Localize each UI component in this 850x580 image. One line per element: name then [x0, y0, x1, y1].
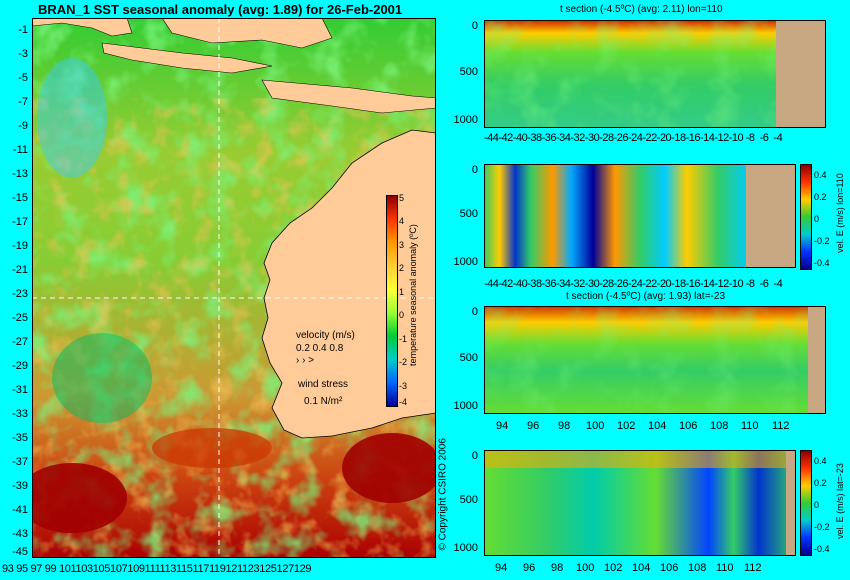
wind-stress-label: wind stress — [297, 379, 348, 390]
vel-colorbar-1-label: vel. E (m/s) lon=110 — [835, 173, 845, 253]
velocity-arrows: › › > — [296, 355, 314, 366]
cool-anomaly-west — [52, 333, 152, 423]
panel1-y-ticks: 0 500 1000 — [453, 20, 478, 126]
panel3-x-ticks: 94 96 98 100 102 104 106 108 110 112 — [496, 420, 790, 432]
land-mask — [786, 450, 796, 556]
warm-anomaly-center — [152, 428, 272, 468]
land-islands — [261, 79, 436, 114]
panel2-x-ticks: -44-42-40-38-36-34-32-30-28-26-24-22-20-… — [484, 278, 783, 290]
velocity-scale: 0.2 0.4 0.8 — [296, 343, 344, 354]
vel-e-section-lat-23 — [484, 450, 796, 556]
vel-colorbar-1 — [800, 164, 812, 270]
land-sumatra — [32, 18, 133, 37]
vel-colorbar-2-label: vel. E (m/s) lat=-23 — [835, 463, 845, 539]
land-mask — [776, 20, 826, 128]
land-mask — [746, 164, 796, 268]
sst-colorbar-ticks: 5 4 3 2 1 0 -1 -2 -3 -4 — [399, 193, 408, 407]
vel-colorbar-1-ticks: 0.4 0.2 0 -0.2 -0.4 — [814, 170, 830, 268]
land-borneo — [161, 18, 333, 49]
sst-anomaly-map: velocity (m/s) 0.2 0.4 0.8 › › > wind st… — [32, 18, 436, 558]
land-java — [101, 42, 273, 74]
panel4-x-ticks: 94 96 98 100 102 104 106 108 110 112 — [495, 562, 762, 574]
warm-anomaly-west — [32, 463, 127, 533]
velocity-label: velocity (m/s) — [296, 330, 355, 341]
panel4-y-ticks: 0 500 1000 — [453, 450, 478, 554]
t-section-lat-23 — [484, 306, 826, 414]
vel-colorbar-2-ticks: 0.4 0.2 0 -0.2 -0.4 — [814, 456, 830, 554]
panel1-x-ticks: -44-42-40-38-36-34-32-30-28-26-24-22-20-… — [484, 132, 783, 144]
panel3-title: t section (-4.5ºC) (avg: 1.93) lat=-23 — [566, 291, 725, 302]
lat-axis-ticks: -1 -3 -5 -7 -9 -11 -13 -15 -17 -19 -21 -… — [12, 24, 28, 558]
sst-colorbar-label: temperature seasonal anomaly (ºC) — [408, 224, 418, 366]
lon-axis-ticks: 93 95 97 99 1011031051071091111131151171… — [2, 563, 312, 575]
panel2-y-ticks: 0 500 1000 — [453, 164, 478, 268]
cool-anomaly-north — [37, 58, 107, 178]
wind-stress-scale: 0.1 N/m² — [304, 396, 343, 407]
map-title: BRAN_1 SST seasonal anomaly (avg: 1.89) … — [38, 2, 403, 17]
panel3-y-ticks: 0 500 1000 — [453, 306, 478, 412]
copyright-text: © Copyright CSIRO 2006 — [437, 438, 449, 551]
land-mask — [808, 306, 826, 414]
panel1-title: t section (-4.5ºC) (avg: 2.11) lon=110 — [560, 4, 723, 15]
vel-e-section-lon110 — [484, 164, 796, 268]
warm-anomaly-east — [342, 433, 436, 503]
t-section-lon110 — [484, 20, 826, 128]
vel-colorbar-2 — [800, 450, 812, 556]
sst-colorbar — [386, 195, 398, 407]
